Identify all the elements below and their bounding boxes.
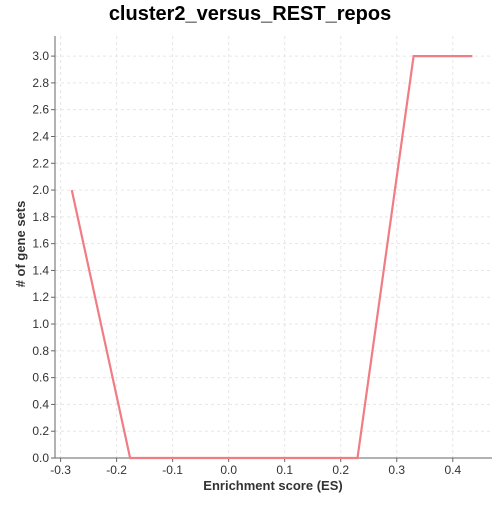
x-tick-label: -0.2 — [106, 463, 127, 477]
y-tick-label: 1.8 — [32, 210, 49, 224]
y-tick-label: 0.8 — [32, 344, 49, 358]
y-tick-label: 0.2 — [32, 424, 49, 438]
x-tick-label: 0.1 — [276, 463, 293, 477]
x-tick-label: 0.3 — [388, 463, 405, 477]
grid-layer — [55, 36, 492, 459]
x-tick-label: -0.3 — [50, 463, 71, 477]
y-tick-label: 0.6 — [32, 371, 49, 385]
y-tick-label: 2.6 — [32, 103, 49, 117]
y-tick-label: 2.0 — [32, 183, 49, 197]
y-tick-label: 2.2 — [32, 156, 49, 170]
y-tick-label: 2.4 — [32, 129, 49, 143]
y-tick-label: 1.6 — [32, 237, 49, 251]
y-tick-label: 1.0 — [32, 317, 49, 331]
y-tick-label: 3.0 — [32, 49, 49, 63]
x-ticks: -0.3 -0.2 -0.1 0.0 0.1 0.2 0.3 0.4 — [50, 458, 461, 477]
y-tick-label: 0.0 — [32, 451, 49, 465]
x-axis-label: Enrichment score (ES) — [203, 478, 342, 493]
y-axis-label: # of gene sets — [13, 201, 28, 288]
series-line — [70, 54, 473, 460]
x-tick-label: -0.1 — [162, 463, 183, 477]
y-tick-label: 1.2 — [32, 290, 49, 304]
x-tick-label: 0.2 — [332, 463, 349, 477]
x-tick-label: 0.0 — [220, 463, 237, 477]
y-tick-label: 0.4 — [32, 397, 49, 411]
x-tick-label: 0.4 — [444, 463, 461, 477]
series-layer — [70, 54, 473, 460]
y-ticks: 0.0 0.2 0.4 0.6 0.8 1.0 1.2 1.4 1.6 1.8 2.0 2.2 2.4 2… — [32, 49, 55, 465]
chart-title: cluster2_versus_REST_repos — [109, 3, 391, 25]
y-tick-label: 1.4 — [32, 263, 49, 277]
y-tick-label: 2.8 — [32, 76, 49, 90]
